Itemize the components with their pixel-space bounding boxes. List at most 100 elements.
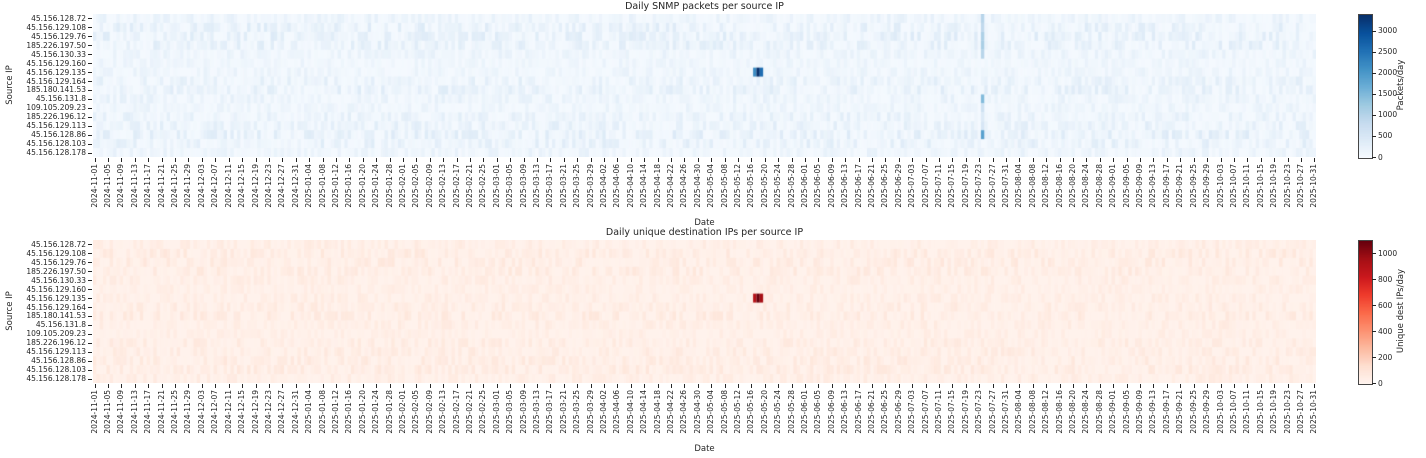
x-tick-mark (1314, 384, 1316, 388)
x-tick-mark (1126, 158, 1128, 162)
x-tick-mark (818, 158, 820, 162)
x-tick-mark (1006, 158, 1008, 162)
colorbar-tick-label: 2500 (1378, 47, 1398, 57)
y-tick-mark (88, 18, 92, 20)
x-tick-mark (295, 384, 297, 388)
x-tick-mark (282, 158, 284, 162)
x-tick-mark (268, 384, 270, 388)
x-tick-label-date: 2025-04-06 (612, 164, 622, 208)
x-tick-mark (322, 384, 324, 388)
x-tick-mark (1099, 158, 1101, 162)
x-tick-label-date: 2025-09-17 (1161, 390, 1171, 434)
x-tick-label-date: 2024-11-13 (129, 164, 139, 208)
x-tick-mark (1247, 384, 1249, 388)
x-tick-label-date: 2025-02-13 (438, 164, 448, 208)
x-tick-mark (215, 384, 217, 388)
x-tick-label-date: 2025-07-23 (974, 390, 984, 434)
x-tick-label-date: 2025-09-09 (1135, 164, 1145, 208)
x-tick-label-date: 2025-08-12 (1041, 390, 1051, 434)
x-tick-label-date: 2024-11-05 (103, 390, 113, 434)
y-tick-label-source-ip: 45.156.129.113 (26, 121, 86, 131)
x-tick-mark (925, 384, 927, 388)
y-tick-label-source-ip: 185.226.196.12 (26, 338, 86, 348)
x-tick-mark (939, 384, 941, 388)
x-tick-label-date: 2025-07-19 (960, 164, 970, 208)
x-tick-mark (1180, 158, 1182, 162)
y-tick-label-source-ip: 45.156.128.103 (26, 365, 86, 375)
x-tick-label-date: 2025-03-29 (585, 390, 595, 434)
x-tick-label-date: 2025-08-24 (1081, 390, 1091, 434)
x-tick-label-date: 2025-07-27 (987, 390, 997, 434)
chart-title: Daily unique destination IPs per source … (605, 227, 804, 238)
x-tick-label-date: 2025-08-24 (1081, 164, 1091, 208)
x-tick-mark (805, 384, 807, 388)
x-tick-label-date: 2025-03-17 (545, 390, 555, 434)
x-tick-mark (550, 384, 552, 388)
y-tick-label-source-ip: 45.156.128.178 (26, 374, 86, 384)
colorbar-tick-label: 2000 (1378, 68, 1398, 78)
x-tick-label-date: 2025-03-05 (505, 164, 515, 208)
x-tick-mark (1274, 158, 1276, 162)
x-tick-mark (309, 158, 311, 162)
x-tick-label-date: 2024-12-19 (250, 390, 260, 434)
colorbar-tick-mark (1372, 72, 1376, 74)
y-tick-label-source-ip: 45.156.128.86 (31, 356, 86, 366)
colorbar-axis-label: Unique dest IPs/day (1396, 268, 1406, 354)
colorbar-tick-label: 0 (1378, 152, 1383, 162)
colorbar-tick-label: 1000 (1378, 248, 1398, 258)
x-tick-mark (161, 158, 163, 162)
x-tick-mark (898, 384, 900, 388)
x-tick-mark (1180, 384, 1182, 388)
x-tick-mark (1086, 158, 1088, 162)
x-tick-label-date: 2025-07-19 (960, 390, 970, 434)
x-tick-mark (1300, 384, 1302, 388)
x-tick-mark (858, 384, 860, 388)
x-tick-mark (617, 158, 619, 162)
x-tick-label-date: 2025-06-21 (867, 164, 877, 208)
x-tick-label-date: 2025-08-28 (1094, 164, 1104, 208)
x-tick-label-date: 2025-05-28 (786, 390, 796, 434)
x-tick-mark (228, 158, 230, 162)
x-tick-mark (228, 384, 230, 388)
x-tick-mark (617, 384, 619, 388)
y-tick-label-source-ip: 45.156.129.76 (31, 257, 86, 267)
x-tick-label-date: 2025-08-04 (1014, 164, 1024, 208)
x-tick-mark (469, 158, 471, 162)
x-tick-mark (818, 384, 820, 388)
x-tick-mark (1140, 158, 1142, 162)
x-tick-mark (670, 158, 672, 162)
x-tick-mark (389, 384, 391, 388)
x-tick-label-date: 2025-05-28 (786, 164, 796, 208)
x-tick-label-date: 2025-03-29 (585, 164, 595, 208)
colorbar-tick-mark (1372, 357, 1376, 358)
x-tick-mark (496, 384, 498, 388)
x-tick-mark (992, 384, 994, 388)
colorbar-tick-label: 200 (1378, 352, 1393, 362)
colorbar-tick-mark (1372, 51, 1376, 53)
x-tick-label-date: 2025-07-23 (974, 164, 984, 208)
x-tick-mark (402, 158, 404, 162)
y-tick-label-source-ip: 45.156.129.135 (26, 67, 86, 77)
x-tick-mark (603, 384, 605, 388)
y-tick-mark (88, 262, 92, 264)
x-tick-mark (1220, 158, 1222, 162)
x-tick-mark (1274, 384, 1276, 388)
x-tick-label-date: 2025-06-05 (813, 164, 823, 208)
x-tick-label-date: 2025-04-30 (692, 164, 702, 208)
x-tick-label-date: 2025-09-21 (1175, 390, 1185, 434)
x-tick-label-date: 2025-02-21 (464, 390, 474, 434)
x-tick-mark (550, 158, 552, 162)
x-tick-label-date: 2025-01-24 (371, 164, 381, 208)
x-tick-label-date: 2024-11-09 (116, 164, 126, 208)
x-tick-label-date: 2025-08-08 (1027, 390, 1037, 434)
x-tick-label-date: 2024-11-29 (183, 390, 193, 434)
x-tick-mark (979, 158, 981, 162)
y-tick-label-source-ip: 45.156.128.72 (31, 13, 86, 23)
x-tick-mark (603, 158, 605, 162)
x-tick-mark (898, 158, 900, 162)
y-tick-label-source-ip: 45.156.129.113 (26, 347, 86, 357)
x-tick-label-date: 2025-04-14 (639, 390, 649, 434)
x-tick-label-date: 2024-11-13 (129, 390, 139, 434)
x-tick-label-date: 2025-01-16 (344, 164, 354, 208)
x-tick-mark (429, 158, 431, 162)
